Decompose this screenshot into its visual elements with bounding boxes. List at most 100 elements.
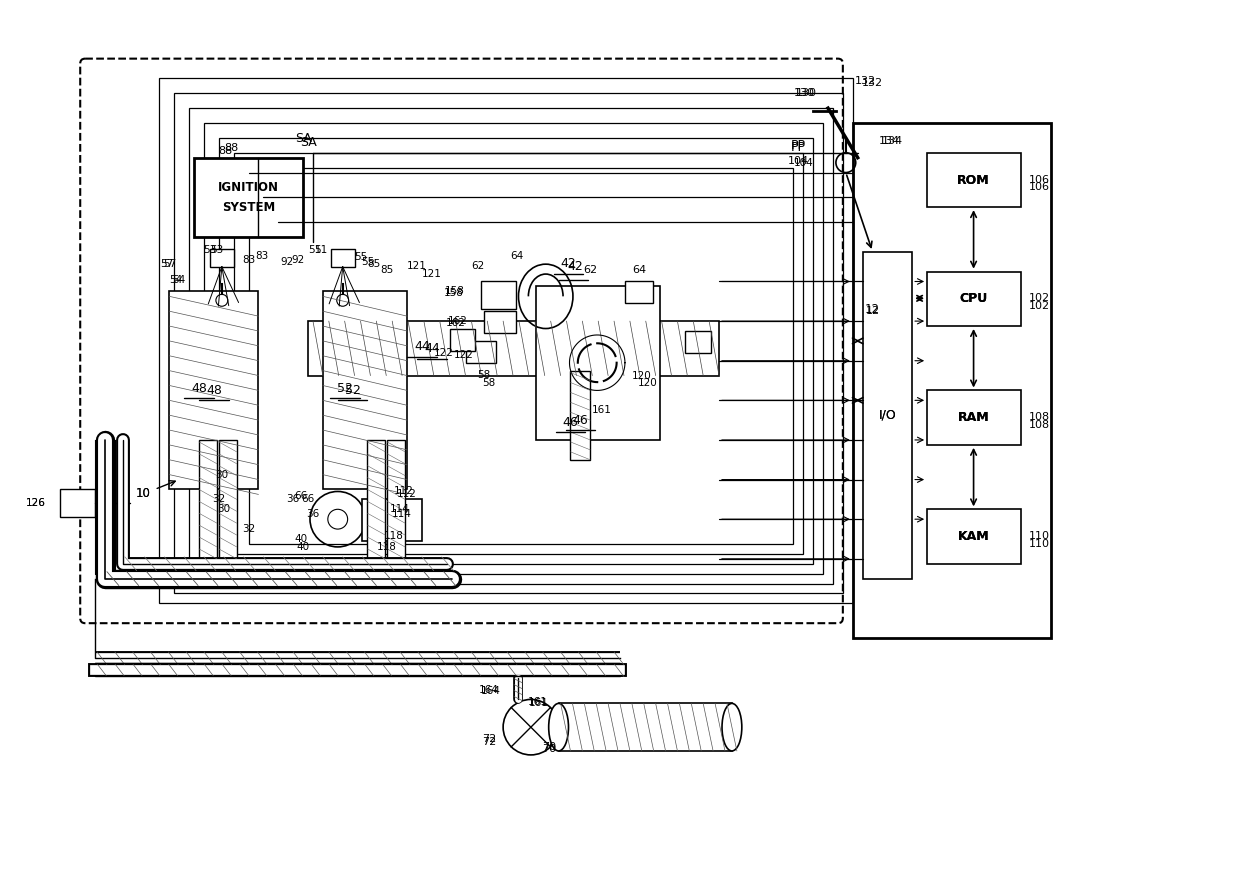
Text: 51: 51	[314, 245, 327, 255]
Text: 12: 12	[866, 307, 879, 316]
Text: 88: 88	[218, 145, 233, 156]
Text: 54: 54	[170, 274, 184, 285]
Bar	[863, 252, 913, 578]
Bar	[170, 292, 258, 490]
Text: 30: 30	[217, 504, 231, 514]
Text: I/O: I/O	[879, 408, 897, 422]
Bar	[61, 490, 95, 517]
Text: 121: 121	[422, 268, 441, 279]
Text: 110: 110	[1029, 531, 1050, 541]
Bar	[558, 704, 732, 751]
Text: 40: 40	[295, 534, 308, 544]
Text: 102: 102	[1029, 301, 1050, 311]
Bar	[219, 138, 813, 564]
Text: 110: 110	[1029, 539, 1050, 549]
Bar	[367, 440, 386, 559]
Text: ROM: ROM	[957, 174, 990, 187]
Text: 162: 162	[445, 318, 465, 328]
Text: 42: 42	[568, 260, 583, 273]
Text: 118: 118	[384, 531, 404, 541]
Text: 164: 164	[480, 685, 500, 694]
Text: 85: 85	[381, 265, 394, 274]
Text: 114: 114	[391, 504, 410, 514]
Text: 112: 112	[397, 490, 417, 499]
Text: 118: 118	[377, 542, 397, 552]
Text: 122: 122	[454, 350, 474, 360]
Text: 58: 58	[476, 369, 490, 380]
Bar	[205, 123, 823, 574]
Text: SA: SA	[295, 132, 311, 145]
Text: 108: 108	[1029, 420, 1050, 430]
Text: 57: 57	[160, 259, 174, 268]
Text: 64: 64	[511, 251, 523, 260]
Text: 62: 62	[471, 260, 484, 271]
Text: 120: 120	[632, 370, 652, 381]
Text: SA: SA	[300, 137, 316, 149]
Bar	[625, 281, 652, 303]
Text: 57: 57	[162, 259, 176, 268]
Text: 112: 112	[394, 487, 414, 496]
Bar	[485, 311, 516, 333]
Bar	[160, 78, 853, 604]
Ellipse shape	[548, 704, 568, 751]
Text: RAM: RAM	[957, 411, 990, 423]
Text: 58: 58	[482, 377, 496, 388]
Text: 36: 36	[286, 495, 300, 504]
Text: 48: 48	[191, 382, 207, 395]
Text: 10: 10	[135, 487, 150, 500]
Bar	[928, 510, 1021, 564]
Bar	[175, 93, 843, 593]
Text: 161: 161	[528, 698, 548, 707]
Text: SYSTEM: SYSTEM	[222, 200, 275, 213]
Text: 36: 36	[306, 510, 320, 519]
Bar	[570, 371, 590, 460]
Text: 161: 161	[529, 699, 549, 708]
Text: 52: 52	[345, 384, 361, 397]
Text: 40: 40	[296, 542, 310, 552]
Text: PP: PP	[791, 139, 806, 152]
Text: 104: 104	[787, 156, 808, 165]
Bar	[536, 287, 660, 440]
Text: 52: 52	[337, 382, 352, 395]
Bar	[481, 281, 516, 309]
Text: 54: 54	[172, 274, 186, 285]
Bar	[928, 390, 1021, 445]
Text: 53: 53	[211, 245, 223, 255]
Text: 126: 126	[26, 498, 46, 509]
Text: 108: 108	[1029, 412, 1050, 422]
Bar	[322, 292, 407, 490]
Bar	[210, 249, 233, 267]
Bar	[387, 440, 405, 559]
Text: 66: 66	[301, 495, 315, 504]
Text: 130: 130	[794, 88, 815, 98]
Text: 132: 132	[856, 77, 877, 86]
Text: 92: 92	[291, 254, 305, 265]
Text: 85: 85	[368, 259, 381, 268]
Text: 42: 42	[560, 257, 577, 270]
Text: RAM: RAM	[957, 411, 990, 423]
Text: 134: 134	[879, 136, 900, 145]
Text: KAM: KAM	[957, 530, 990, 543]
Text: 44: 44	[424, 342, 440, 355]
Bar	[686, 331, 711, 353]
Text: 44: 44	[414, 341, 430, 354]
Text: 158: 158	[444, 288, 464, 299]
Text: 64: 64	[632, 265, 647, 274]
Text: 46: 46	[563, 415, 578, 429]
Text: 62: 62	[583, 265, 598, 274]
Text: 32: 32	[242, 524, 255, 534]
Bar	[195, 158, 303, 237]
Text: 10: 10	[135, 487, 150, 500]
Text: 72: 72	[482, 737, 496, 747]
Text: 55: 55	[361, 257, 374, 267]
Text: 106: 106	[1029, 175, 1050, 186]
Text: 130: 130	[796, 88, 817, 98]
Text: 106: 106	[1029, 182, 1050, 192]
Bar	[219, 440, 237, 559]
Text: 12: 12	[864, 303, 879, 315]
Text: 72: 72	[482, 734, 496, 744]
Bar	[362, 499, 422, 541]
Circle shape	[327, 510, 347, 529]
Bar	[853, 123, 1050, 638]
Text: 92: 92	[280, 257, 294, 267]
